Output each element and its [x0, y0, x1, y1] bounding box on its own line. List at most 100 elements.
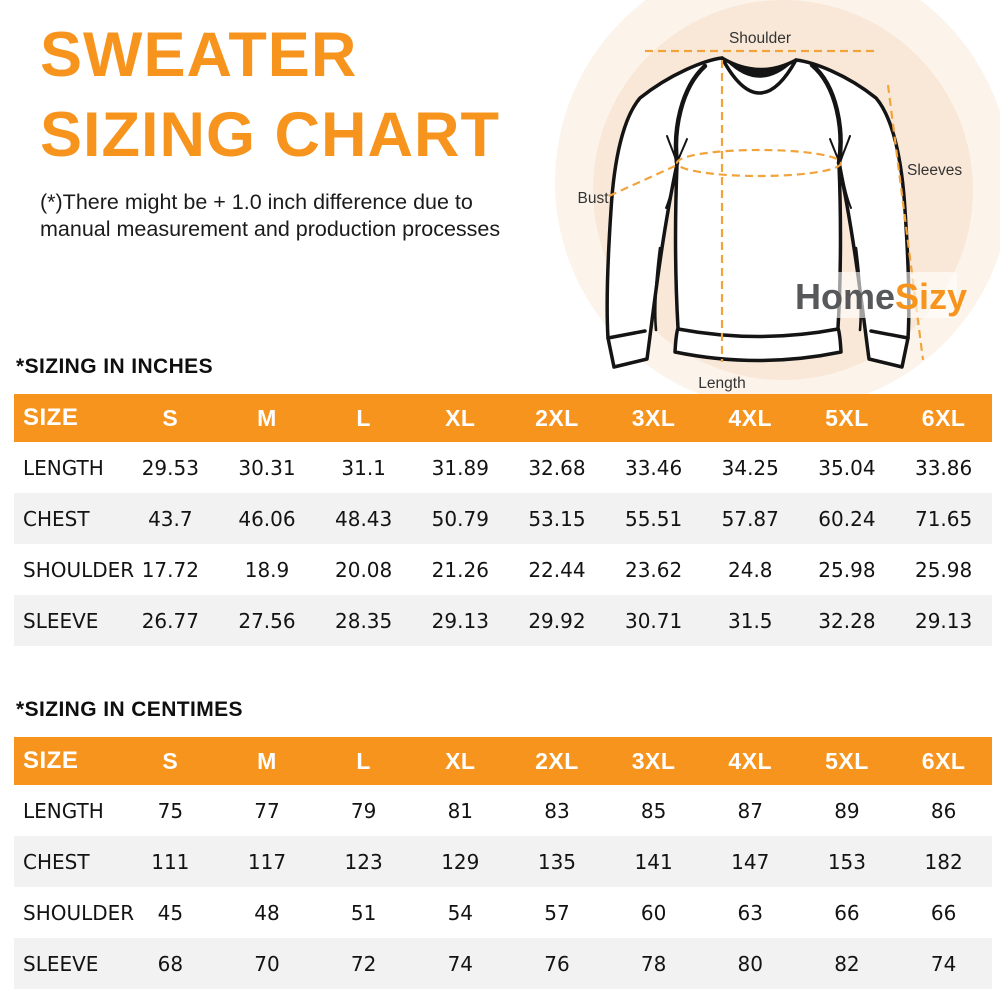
measurement-value: 153	[827, 849, 867, 874]
raglan-seam-left	[673, 63, 708, 166]
column-header-size: SIZE	[14, 737, 122, 785]
column-header-l: L	[315, 394, 412, 442]
row-label: SLEEVE	[23, 608, 99, 633]
hem-band	[676, 327, 840, 339]
column-header-5xl: 5XL	[798, 394, 896, 442]
measurement-value: 53.15	[528, 506, 586, 531]
measurement-value: 111	[151, 849, 190, 874]
disclaimer-line1: (*)There might be + 1.0 inch difference …	[40, 190, 473, 214]
column-header-xl: XL	[411, 394, 509, 442]
measurement-value: 76	[544, 951, 570, 976]
measurement-value: 35.04	[818, 455, 876, 480]
measurement-value: 129	[441, 849, 480, 874]
column-header-2xl: 2XL	[508, 737, 606, 785]
logo-home: Home	[795, 276, 895, 317]
measurement-value: 89	[834, 798, 860, 823]
measurement-value: 85	[640, 798, 667, 823]
measurement-value: 72	[350, 951, 377, 976]
measurement-value: 29.92	[528, 608, 586, 633]
measurement-value: 68	[157, 951, 184, 976]
raglan-seam-right	[809, 62, 843, 166]
measurement-value: 46.06	[238, 506, 296, 531]
measurement-row-chest: CHEST 111 117 123 129 135 141 147 153 182	[14, 836, 992, 887]
column-header-s: S	[122, 394, 219, 442]
sweater-illustration: Shoulder Sleeves Bust Length HomeSizy	[555, 0, 1000, 395]
measurement-value: 18.9	[244, 557, 290, 582]
measurement-row-sleeve: SLEEVE 26.77 27.56 28.35 29.13 29.92 30.71 31.5…	[14, 595, 992, 646]
measurement-value: 17.72	[141, 557, 199, 582]
measurement-value: 45	[157, 900, 184, 925]
measurement-row-length: LENGTH 29.53 30.31 31.1 31.89 32.68 33.46 34.25…	[14, 442, 992, 493]
measurement-value: 57.87	[721, 506, 779, 531]
hero-block: SWEATER SIZING CHART (*)There might be +…	[40, 15, 625, 243]
row-label: CHEST	[23, 849, 90, 874]
column-header-s: S	[122, 737, 219, 785]
logo-sizy: Sizy	[895, 276, 967, 317]
bust-measure-ellipse	[675, 148, 843, 178]
sweater-diagram: Shoulder Sleeves Bust Length HomeSizy	[555, 0, 1000, 395]
measurement-value: 117	[247, 849, 287, 874]
row-label: SHOULDER	[23, 557, 135, 582]
measurement-value: 29.13	[431, 608, 489, 633]
measurement-value: 60.24	[818, 506, 876, 531]
cuff-right	[869, 329, 910, 340]
measurement-value: 20.08	[335, 557, 393, 582]
measurement-value: 74	[930, 951, 957, 976]
measurement-value: 31.1	[341, 455, 386, 480]
svg-text:HomeSizy: HomeSizy	[795, 276, 967, 317]
measurement-value: 66	[834, 900, 860, 925]
row-label: SHOULDER	[23, 900, 135, 925]
measurement-value: 57	[544, 900, 570, 925]
measurement-row-sleeve: SLEEVE 68 70 72 74 76 78 80 82 74	[14, 938, 992, 989]
measurement-value: 48.43	[335, 506, 393, 531]
column-header-l: L	[315, 737, 412, 785]
page-title: SWEATER SIZING CHART	[40, 15, 625, 175]
measurement-value: 29.53	[141, 455, 199, 480]
measurement-value: 25.98	[818, 557, 876, 582]
row-label: SLEEVE	[23, 951, 99, 976]
measurement-row-chest: CHEST 43.7 46.06 48.43 50.79 53.15 55.51 57.87 6…	[14, 493, 992, 544]
measurement-value: 29.13	[914, 608, 973, 633]
page-title-line1: SWEATER	[40, 20, 358, 90]
column-header-3xl: 3XL	[605, 737, 702, 785]
measurement-value: 141	[634, 849, 673, 874]
sizing-inches-table: SIZE S M L XL 2XL 3XL 4XL 5XL 6XL LENGTH 29.53 30.3…	[14, 394, 992, 646]
measurement-value: 66	[930, 900, 957, 925]
measurement-value: 78	[640, 951, 667, 976]
measurement-value: 31.5	[728, 608, 773, 633]
table-body: LENGTH 29.53 30.31 31.1 31.89 32.68 33.46 34.25…	[14, 442, 992, 646]
sizing-centimes-section: *SIZING IN CENTIMES SIZE S M L XL 2XL 3XL 4XL 5X…	[14, 698, 992, 989]
logo-backdrop	[787, 272, 957, 318]
measurement-value: 135	[537, 849, 577, 874]
measurement-row-shoulder: SHOULDER 45 48 51 54 57 60 63 66 66	[14, 887, 992, 938]
column-header-m: M	[218, 394, 316, 442]
column-header-xl: XL	[411, 737, 509, 785]
measurement-value: 182	[924, 849, 963, 874]
measurement-value: 77	[254, 798, 280, 823]
column-header-5xl: 5XL	[798, 737, 896, 785]
sizing-inches-heading: *SIZING IN INCHES	[16, 355, 213, 378]
column-header-4xl: 4XL	[701, 737, 799, 785]
measurement-value: 30.71	[624, 608, 683, 633]
armpit-gathers-right	[829, 135, 852, 209]
column-header-m: M	[218, 737, 316, 785]
row-label: CHEST	[23, 506, 90, 531]
measurement-value: 80	[737, 951, 763, 976]
measurement-value: 25.98	[914, 557, 973, 582]
column-header-size: SIZE	[14, 394, 122, 442]
measurement-value: 74	[447, 951, 474, 976]
measurement-value: 33.86	[914, 455, 973, 480]
shoulder-label: Shoulder	[729, 30, 791, 47]
sizing-centimes-table: SIZE S M L XL 2XL 3XL 4XL 5XL 6XL LENGTH 75 77 79 81 8…	[14, 737, 992, 989]
measurement-value: 71.65	[914, 506, 973, 531]
measurement-value: 87	[737, 798, 763, 823]
measurement-value: 32.68	[528, 455, 586, 480]
sleeves-label: Sleeves	[907, 162, 962, 179]
measurement-value: 54	[447, 900, 474, 925]
measurement-value: 147	[731, 849, 770, 874]
measurement-value: 27.56	[238, 608, 296, 633]
measurement-value: 34.25	[721, 455, 779, 480]
sleeves-measure-line	[886, 84, 925, 361]
length-label: Length	[698, 375, 745, 392]
measurement-row-shoulder: SHOULDER 17.72 18.9 20.08 21.26 22.44 23.62 24.…	[14, 544, 992, 595]
